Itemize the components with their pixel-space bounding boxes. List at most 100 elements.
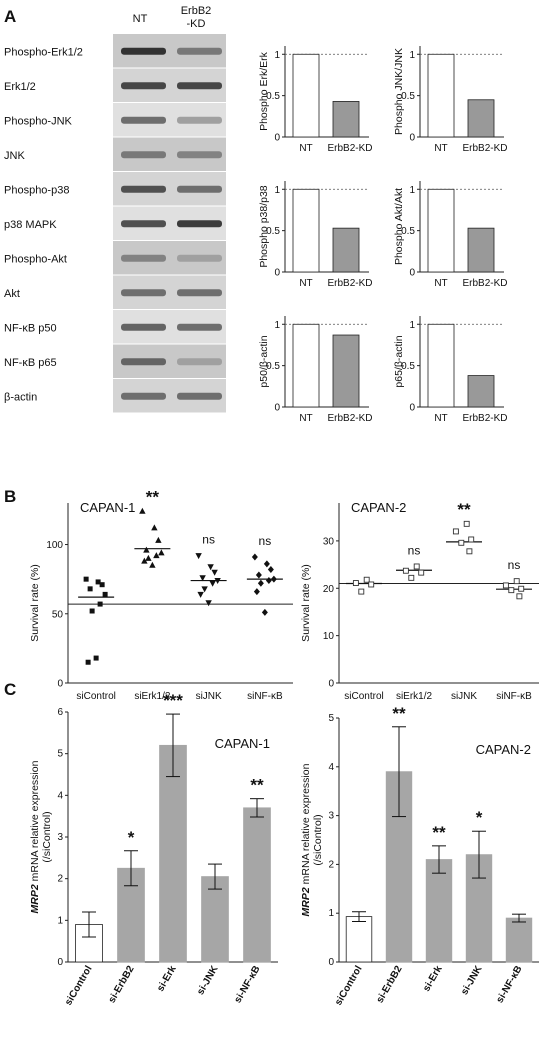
x-tick-label: si-JNK xyxy=(459,963,485,997)
significance-label: ** xyxy=(146,487,160,506)
x-tick-label: NT xyxy=(434,413,447,424)
blot-label-p38-mapk: p38 MAPK xyxy=(4,219,57,231)
data-point xyxy=(368,581,375,588)
blot-label-phospho-akt: Phospho-Akt xyxy=(4,253,67,265)
bar-si-erk xyxy=(425,859,453,963)
x-tick-label: ErbB2-KD xyxy=(327,143,372,154)
data-point xyxy=(468,536,475,543)
data-point xyxy=(402,567,409,574)
y-tick-label: 1 xyxy=(57,915,63,926)
x-tick-label: siErk1/2 xyxy=(134,691,171,702)
data-point xyxy=(143,546,150,553)
y-tick-label: 6 xyxy=(57,707,63,718)
blot-band-nf-b-p50-lane-1 xyxy=(121,323,166,331)
bar-chart-capan-2: 0 1 2 3 4 5 CAPAN-2 MRP2 mRNA relative expressi… xyxy=(300,704,539,1008)
y-tick-label: 1 xyxy=(328,908,334,919)
bar-nt xyxy=(427,323,455,408)
x-tick-label: si-Erk xyxy=(155,964,179,994)
data-point xyxy=(251,553,258,561)
chart-title: CAPAN-2 xyxy=(351,500,406,515)
y-tick-label: 0 xyxy=(274,133,280,144)
bar-nt xyxy=(427,53,455,138)
y-axis-label: Phospho Akt/Akt xyxy=(393,188,405,265)
x-tick-label: NT xyxy=(299,413,312,424)
data-point xyxy=(458,539,465,546)
quant-chart-2: 0 0.5 1 NT ErbB2-KD Phospho JNK/JNK xyxy=(393,46,508,154)
dot-plot-capan-1: 0 50 100 CAPAN-1 Survival rate (%) siControl s… xyxy=(29,487,293,702)
data-point xyxy=(209,580,216,587)
blot-band-actin-lane-1 xyxy=(121,392,166,400)
data-point xyxy=(195,553,202,560)
y-tick-label: 0 xyxy=(409,133,415,144)
blot-band-phospho-p38-lane-1 xyxy=(121,185,166,193)
data-point xyxy=(83,576,89,582)
data-point xyxy=(413,563,420,570)
data-point xyxy=(257,579,264,587)
data-point xyxy=(270,575,277,583)
bar-erbb2-kd xyxy=(332,227,360,273)
significance-label: ns xyxy=(202,533,215,547)
x-tick-label: siControl xyxy=(344,691,383,702)
y-tick-label: 0 xyxy=(328,957,334,968)
data-point xyxy=(516,593,523,600)
bar-chart-capan-1: 0 1 2 3 4 5 6 CAPAN-1 MRP2 mRNA relative express… xyxy=(29,691,278,1008)
quant-chart-6: 0 0.5 1 NT ErbB2-KD p65/β-actin xyxy=(393,316,508,424)
x-tick-label: siNF-κB xyxy=(247,691,283,702)
blot-label-nf-b-p65: NF-κB p65 xyxy=(4,357,57,369)
blot-band-phospho-p38-lane-2 xyxy=(177,185,222,193)
x-tick-label: siControl xyxy=(76,691,115,702)
bar-si-jnk xyxy=(201,876,229,963)
data-point xyxy=(99,582,105,588)
data-point xyxy=(145,554,152,561)
blot-band-erk1-2-lane-1 xyxy=(121,82,166,90)
data-point xyxy=(201,586,208,593)
blot-label-jnk: JNK xyxy=(4,150,25,162)
significance-label: ** xyxy=(392,704,406,723)
bar-sicontrol xyxy=(345,916,373,963)
x-tick-label: si-NF-κB xyxy=(233,964,263,1005)
bar-si-erk xyxy=(159,744,187,963)
panel-label-b: B xyxy=(4,487,16,506)
x-tick-label: NT xyxy=(299,143,312,154)
data-point xyxy=(267,565,274,573)
blot-band-nf-b-p65-lane-2 xyxy=(177,358,222,366)
y-axis-label: Survival rate (%) xyxy=(300,564,312,642)
x-tick-label: ErbB2-KD xyxy=(462,278,507,289)
blot-band-nf-b-p65-lane-1 xyxy=(121,358,166,366)
significance-label: ** xyxy=(250,776,264,795)
data-point xyxy=(95,579,101,585)
y-axis-label: Survival rate (%) xyxy=(29,564,41,642)
data-point xyxy=(93,655,99,661)
data-point xyxy=(265,577,272,585)
blot-band-jnk-lane-2 xyxy=(177,151,222,159)
data-point xyxy=(149,561,156,568)
y-tick-label: 30 xyxy=(323,536,335,547)
quant-chart-5: 0 0.5 1 NT ErbB2-KD p50/β-actin xyxy=(258,316,373,424)
data-point xyxy=(197,591,204,598)
y-tick-label: 0 xyxy=(57,957,63,968)
quant-chart-3: 0 0.5 1 NT ErbB2-KD Phospho p38/p38 xyxy=(258,181,373,289)
lane-label-nt: NT xyxy=(133,13,148,25)
data-point xyxy=(97,601,103,607)
bar-erbb2-kd xyxy=(467,375,495,408)
blot-label-erk1-2: Erk1/2 xyxy=(4,81,36,93)
x-tick-label: siJNK xyxy=(451,691,477,702)
significance-label: ** xyxy=(432,823,446,842)
data-point xyxy=(513,578,520,585)
blot-band-akt-lane-2 xyxy=(177,289,222,297)
y-tick-label: 0.5 xyxy=(266,226,280,237)
x-tick-label: si-NF-κB xyxy=(495,964,525,1005)
x-tick-label: siJNK xyxy=(196,691,222,702)
data-point xyxy=(207,564,214,571)
significance-label: ns xyxy=(508,558,521,572)
data-point xyxy=(253,588,260,596)
y-tick-label: 100 xyxy=(46,540,63,551)
y-axis-label: MRP2 mRNA relative expression(/siControl… xyxy=(300,763,324,916)
y-tick-label: 5 xyxy=(328,713,334,724)
western-blot: NT ErbB2 -KD Phospho-Erk1/2 Erk1/2 Phospho-… xyxy=(4,5,226,413)
lane-label-erbb2-kd: ErbB2 -KD xyxy=(181,5,212,30)
blot-band-phospho-jnk-lane-1 xyxy=(121,116,166,124)
data-point xyxy=(151,524,158,531)
blot-label-phospho-erk1-2: Phospho-Erk1/2 xyxy=(4,46,83,58)
